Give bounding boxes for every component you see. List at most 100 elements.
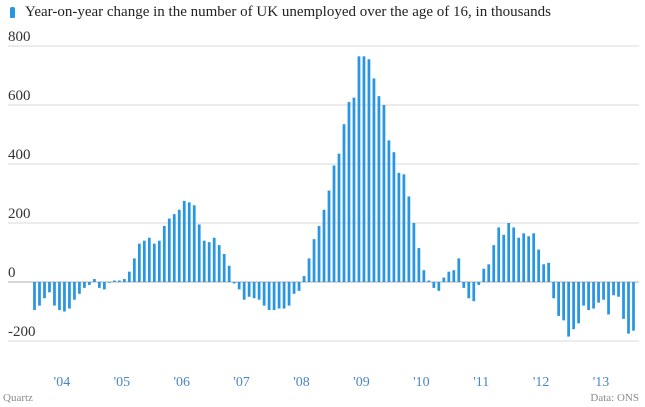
bar	[202, 240, 206, 282]
bar	[347, 102, 351, 282]
bar	[177, 209, 181, 282]
bar	[247, 282, 251, 297]
bar	[482, 268, 486, 282]
bar	[63, 282, 66, 312]
bar	[417, 248, 421, 282]
bar	[78, 282, 81, 294]
bar	[262, 282, 266, 306]
bar	[222, 253, 226, 282]
x-tick-label: '13	[593, 375, 610, 390]
bar	[117, 280, 121, 282]
x-tick-label: '11	[473, 375, 489, 390]
bar	[167, 218, 171, 282]
bar	[507, 223, 511, 282]
bar	[367, 59, 371, 282]
bar	[397, 172, 401, 282]
bar	[577, 282, 580, 324]
bar	[227, 265, 231, 282]
bar	[217, 245, 221, 283]
x-tick-label: '05	[114, 375, 131, 390]
bar	[68, 282, 71, 309]
x-tick-label: '12	[533, 375, 550, 390]
bar	[407, 196, 411, 282]
bar	[307, 258, 311, 282]
bar	[88, 282, 91, 285]
bar	[442, 277, 446, 282]
bar	[487, 264, 491, 282]
bar	[152, 243, 156, 282]
bar	[112, 280, 116, 282]
bar	[437, 282, 441, 291]
bar	[357, 56, 361, 282]
bar	[557, 282, 561, 316]
y-tick-label: 200	[8, 206, 31, 222]
footer-source: Data: ONS	[590, 392, 639, 404]
bar	[612, 282, 615, 296]
bar	[312, 239, 316, 282]
bar	[272, 282, 276, 311]
bar	[452, 270, 456, 282]
bar	[98, 282, 101, 288]
bar	[527, 236, 531, 282]
bar	[412, 223, 416, 282]
bar	[387, 140, 391, 282]
bar	[622, 282, 625, 319]
bar	[252, 282, 256, 299]
bar	[432, 282, 436, 288]
bar	[512, 227, 516, 282]
bar	[38, 282, 41, 306]
bar	[257, 282, 261, 300]
bar	[352, 97, 356, 283]
bar	[287, 282, 291, 306]
bar	[472, 282, 476, 302]
bar	[377, 96, 381, 283]
bar	[242, 282, 246, 300]
bar	[33, 282, 36, 311]
bar	[497, 227, 501, 282]
y-tick-label: 400	[8, 147, 31, 163]
bar	[232, 282, 236, 284]
bar	[192, 205, 196, 282]
bar	[53, 282, 56, 306]
bar	[182, 200, 186, 283]
bar	[382, 105, 386, 282]
bar	[48, 282, 51, 293]
bar	[502, 234, 506, 282]
bar	[237, 282, 241, 290]
bar	[587, 282, 590, 311]
bar	[632, 282, 635, 331]
bar	[627, 282, 630, 334]
bar	[592, 282, 595, 309]
bar	[207, 242, 211, 282]
x-tick-label: '06	[173, 375, 190, 390]
bar	[422, 270, 426, 282]
x-axis-ticks: '04 '05 '06 '07 '08 '09 '10 '11 '12 '13	[54, 375, 610, 390]
bar	[157, 240, 161, 282]
bar	[127, 271, 131, 282]
bar	[532, 233, 536, 282]
bar	[597, 282, 600, 303]
bar	[447, 271, 451, 282]
bar	[342, 124, 346, 283]
bar	[137, 243, 141, 282]
bar	[337, 153, 341, 282]
bar	[372, 78, 376, 282]
bar	[108, 282, 111, 283]
bar	[402, 174, 406, 282]
bar	[317, 225, 321, 282]
bar	[362, 56, 366, 282]
bar	[187, 202, 191, 282]
bar	[267, 282, 271, 311]
x-tick-label: '10	[413, 375, 430, 390]
bar	[58, 282, 61, 311]
y-tick-label: 600	[8, 88, 31, 104]
bar	[172, 214, 176, 282]
bar	[392, 152, 396, 282]
y-tick-label: 800	[8, 29, 31, 45]
bar	[517, 237, 521, 282]
bar	[83, 282, 86, 288]
bar	[197, 224, 201, 282]
bar	[617, 282, 620, 297]
bar	[322, 209, 326, 282]
